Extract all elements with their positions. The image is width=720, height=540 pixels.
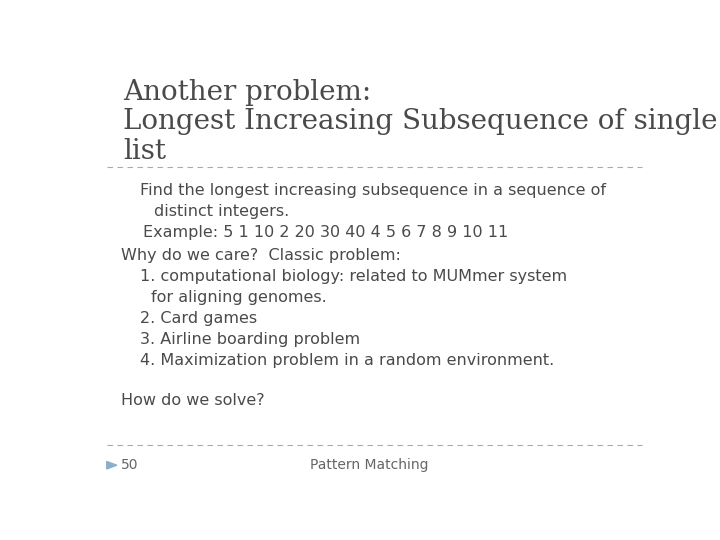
Text: 4. Maximization problem in a random environment.: 4. Maximization problem in a random envi…	[140, 353, 554, 368]
Text: Another problem:: Another problem:	[124, 79, 372, 106]
Text: 2. Card games: 2. Card games	[140, 311, 257, 326]
Text: 3. Airline boarding problem: 3. Airline boarding problem	[140, 332, 360, 347]
Text: Longest Increasing Subsequence of single: Longest Increasing Subsequence of single	[124, 109, 718, 136]
Text: Why do we care?  Classic problem:: Why do we care? Classic problem:	[121, 248, 400, 263]
Text: list: list	[124, 138, 166, 165]
Text: 50: 50	[121, 458, 138, 472]
Text: distinct integers.: distinct integers.	[154, 204, 289, 219]
Text: How do we solve?: How do we solve?	[121, 393, 264, 408]
Text: Find the longest increasing subsequence in a sequence of: Find the longest increasing subsequence …	[140, 183, 606, 198]
Text: 1. computational biology: related to MUMmer system: 1. computational biology: related to MUM…	[140, 269, 567, 285]
Polygon shape	[107, 462, 117, 469]
Text: Example: 5 1 10 2 20 30 40 4 5 6 7 8 9 10 11: Example: 5 1 10 2 20 30 40 4 5 6 7 8 9 1…	[143, 225, 508, 240]
Text: Pattern Matching: Pattern Matching	[310, 458, 428, 472]
Text: for aligning genomes.: for aligning genomes.	[151, 290, 327, 305]
